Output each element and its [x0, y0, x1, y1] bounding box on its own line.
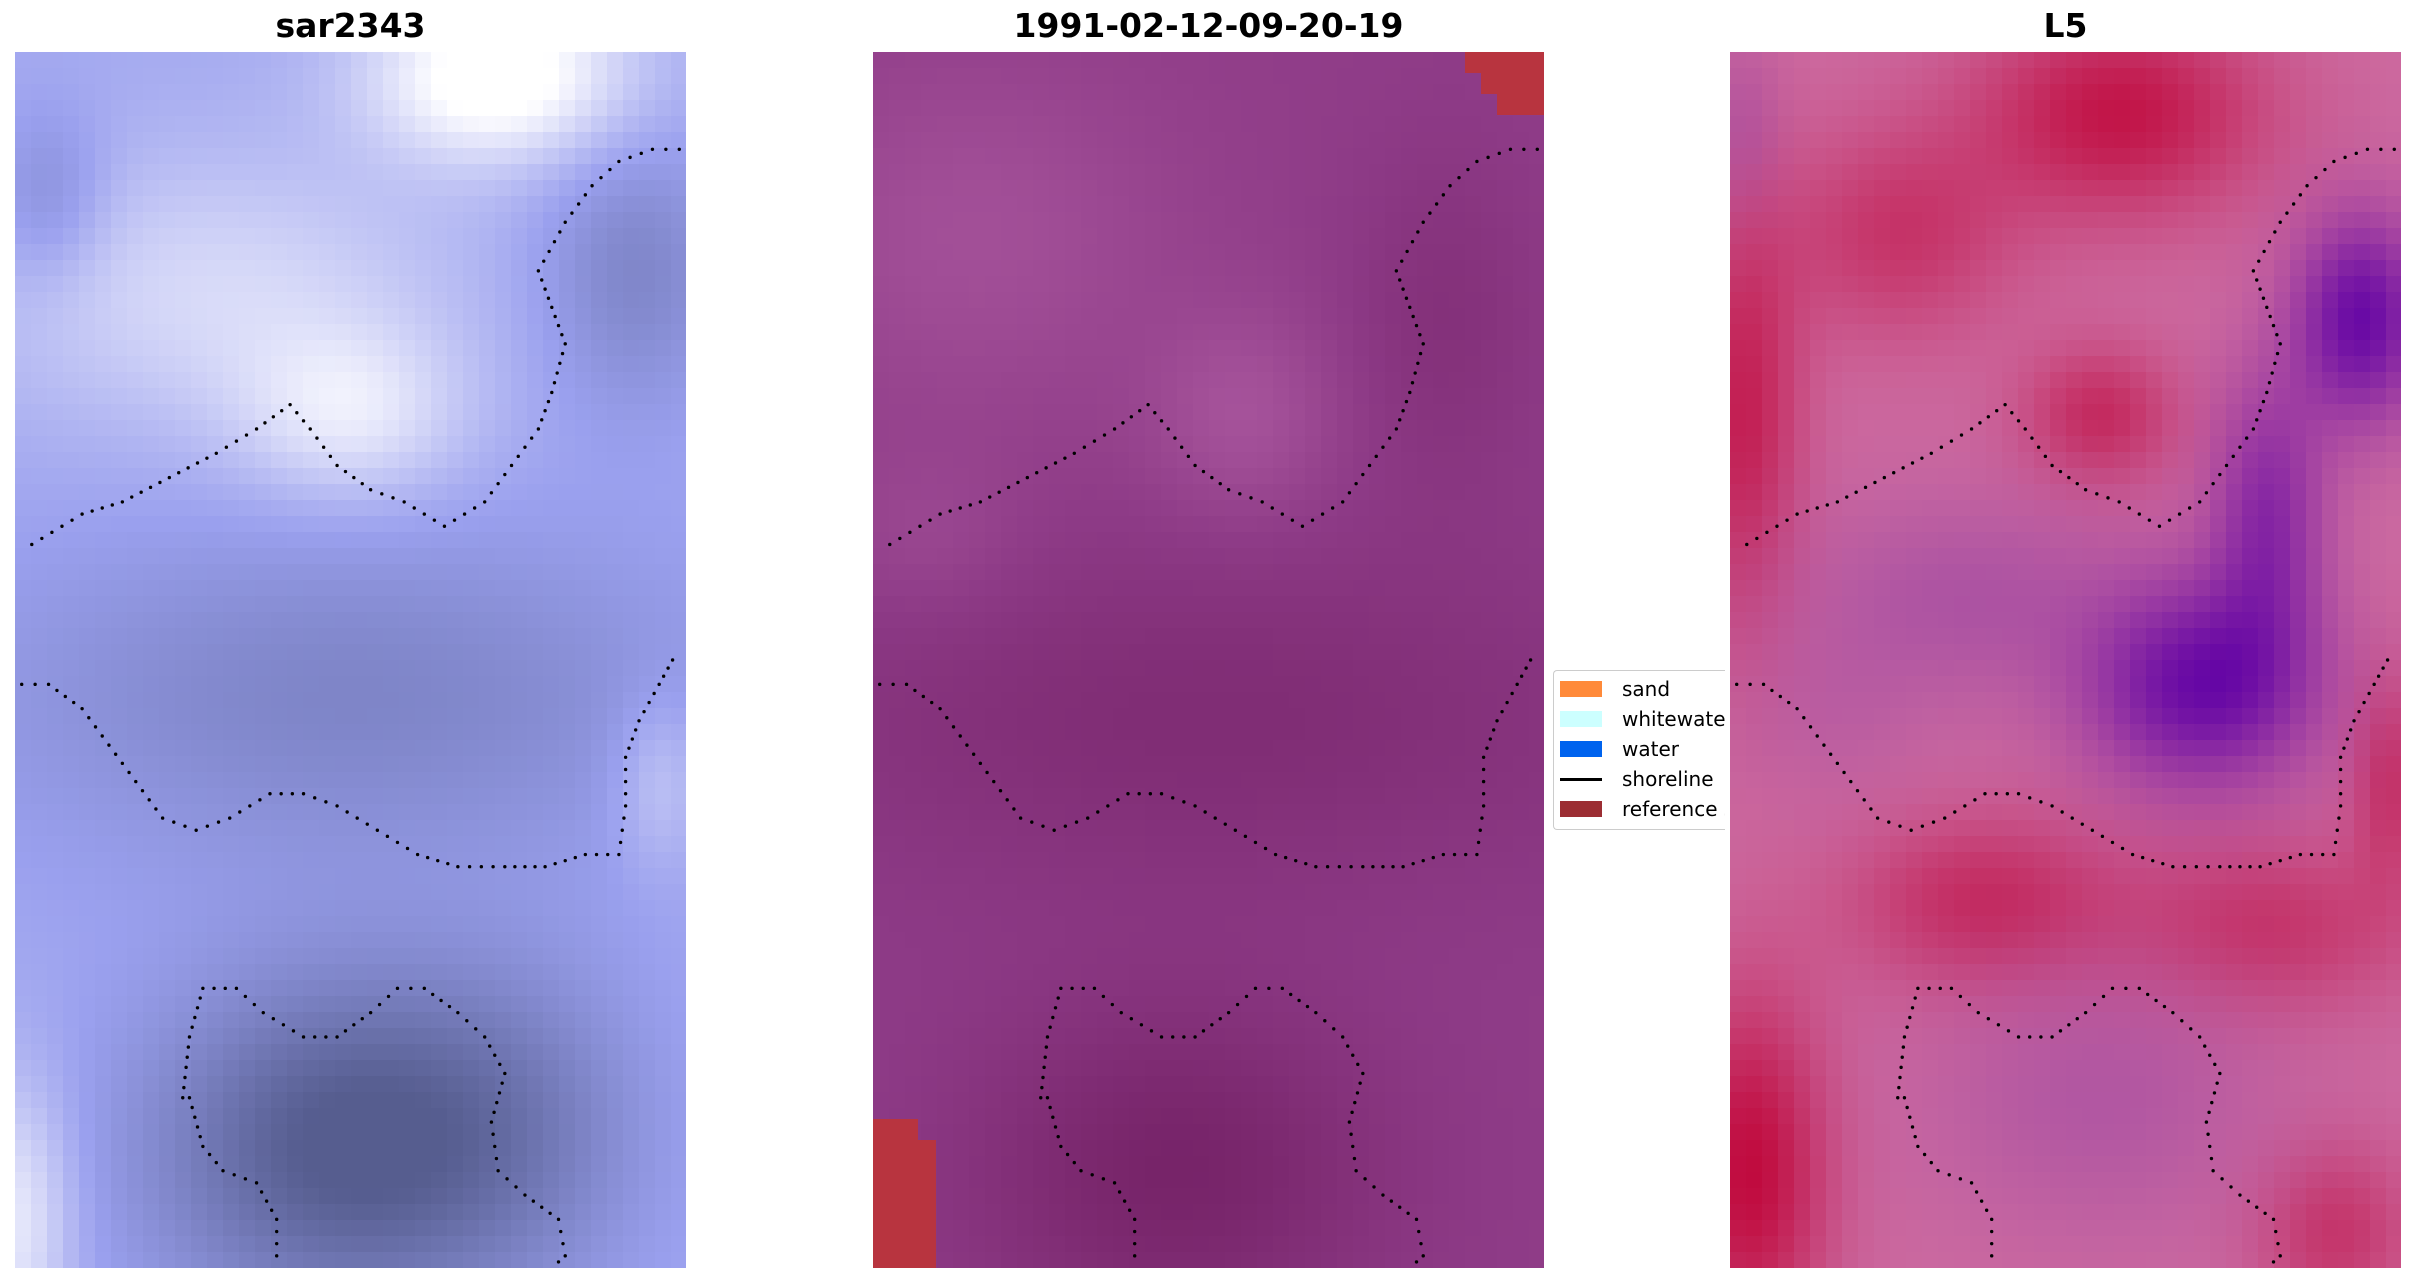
shoreline-dots	[1735, 147, 2396, 1264]
legend-item-shoreline: shoreline	[1560, 767, 1714, 791]
raster-cells	[1730, 52, 2401, 1268]
legend-item-sand: sand	[1560, 677, 1670, 701]
legend: sand whitewater water shoreline referenc…	[1553, 670, 1725, 830]
shoreline-swatch	[1560, 777, 1602, 781]
legend-item-reference-shoreline: reference shoreline	[1560, 797, 1725, 821]
l5-image	[1730, 52, 2401, 1268]
panel-title-date: 1991-02-12-09-20-19	[1013, 6, 1404, 45]
whitewater-swatch	[1560, 711, 1602, 727]
legend-item-whitewater: whitewater	[1560, 707, 1725, 731]
sar-image-panel	[15, 52, 686, 1268]
classified-image-panel	[873, 52, 1544, 1268]
legend-label-reference-shoreline: reference shoreline	[1622, 797, 1725, 821]
reference-shoreline-swatch	[1560, 801, 1602, 817]
legend-label-sand: sand	[1622, 677, 1671, 701]
classified-image	[873, 52, 1544, 1268]
sand-swatch	[1560, 681, 1602, 697]
water-swatch	[1560, 741, 1602, 757]
legend-label-shoreline: shoreline	[1622, 767, 1714, 791]
shoreline-dots	[878, 147, 1539, 1264]
sar-image	[15, 52, 686, 1268]
legend-item-water: water	[1560, 737, 1679, 761]
panel-title-l5: L5	[2043, 6, 2088, 45]
shoreline-dots	[20, 147, 681, 1264]
reference-shoreline-blocks	[873, 52, 1544, 1268]
l5-image-panel	[1730, 52, 2401, 1268]
legend-label-water: water	[1622, 737, 1679, 761]
raster-cells	[15, 52, 686, 1268]
legend-label-whitewater: whitewater	[1622, 707, 1725, 731]
raster-cells	[873, 52, 1544, 1268]
panel-title-sar: sar2343	[275, 6, 426, 45]
